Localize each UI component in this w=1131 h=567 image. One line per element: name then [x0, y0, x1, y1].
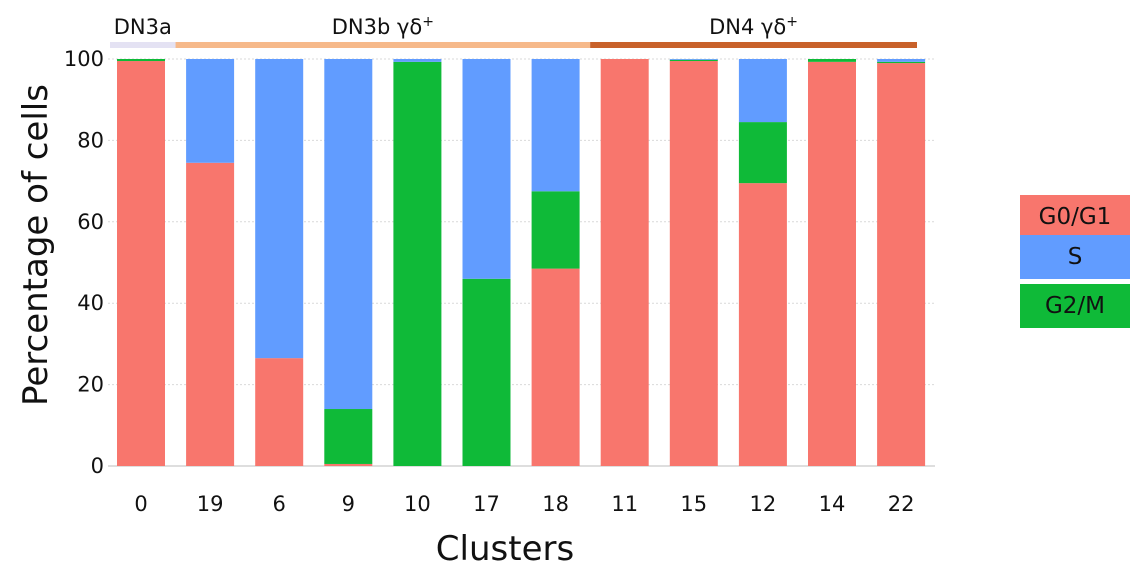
- y-tick-label: 40: [77, 291, 104, 315]
- bar-segment-s: [738, 59, 787, 123]
- x-tick-label: 12: [750, 492, 777, 516]
- y-tick-label: 0: [91, 454, 104, 478]
- y-tick-labels: 0 20 40 60 80 100: [64, 47, 104, 478]
- bar-segment-s: [186, 59, 235, 163]
- x-tick-labels: 0 19 6 9 10 17 18 11 15 12 14 22: [134, 492, 914, 516]
- bar-segment-s: [669, 59, 718, 60]
- group-bracket: [110, 42, 176, 48]
- bar-segment-g2-m: [117, 59, 165, 62]
- bar-segment-s: [255, 59, 304, 359]
- bar-segment-g0-g1: [600, 59, 649, 466]
- y-tick-label: 20: [77, 373, 104, 397]
- bar-segment-g2-m: [877, 61, 926, 64]
- x-axis-title: Clusters: [436, 529, 574, 567]
- bar-segment-s: [393, 59, 442, 62]
- x-tick-label: 6: [273, 492, 286, 516]
- bar-segment-g2-m: [324, 409, 373, 464]
- y-tick-label: 60: [77, 210, 104, 234]
- bars: [117, 59, 926, 466]
- x-tick-label: 22: [888, 492, 915, 516]
- bar-segment-g0-g1: [669, 61, 718, 466]
- x-tick-label: 18: [542, 492, 569, 516]
- bar-segment-g2-m: [808, 59, 856, 62]
- gridlines: [108, 58, 935, 467]
- x-tick-label: 19: [197, 492, 224, 516]
- x-tick-label: 14: [819, 492, 846, 516]
- group-label: DN4 γδ+: [709, 14, 798, 39]
- bar-segment-g0-g1: [255, 358, 304, 466]
- x-tick-label: 17: [473, 492, 500, 516]
- bar-segment-g2-m: [669, 59, 718, 62]
- bar-segment-g0-g1: [808, 61, 856, 466]
- group-bracket: [590, 42, 917, 48]
- bar-segment-s: [324, 59, 373, 410]
- x-tick-label: 15: [680, 492, 707, 516]
- bar-segment-s: [531, 59, 580, 192]
- group-label: DN3b γδ+: [332, 14, 434, 39]
- y-tick-label: 100: [64, 47, 104, 71]
- legend-item-s: S: [1020, 235, 1130, 279]
- y-axis-title: Percentage of cells: [16, 84, 56, 406]
- x-tick-label: 0: [134, 492, 147, 516]
- bar-segment-g0-g1: [117, 61, 165, 466]
- bar-segment-s: [462, 59, 511, 279]
- cluster-groups: DN3a DN3b γδ+ DN4 γδ+: [110, 14, 917, 48]
- x-tick-label: 9: [342, 492, 355, 516]
- bar-segment-g2-m: [393, 61, 442, 466]
- group-bracket: [175, 42, 591, 48]
- legend-item-g2-m: G2/M: [1020, 284, 1130, 328]
- legend-item-g0-g1: G0/G1: [1020, 195, 1130, 239]
- bar-segment-g0-g1: [738, 183, 787, 466]
- x-tick-label: 10: [404, 492, 431, 516]
- group-label: DN3a: [114, 15, 172, 39]
- bar-segment-s: [877, 59, 926, 62]
- x-tick-label: 11: [611, 492, 638, 516]
- bar-segment-g2-m: [738, 122, 787, 184]
- bar-segment-g0-g1: [531, 268, 580, 466]
- y-tick-label: 80: [77, 128, 104, 152]
- bar-segment-g2-m: [531, 191, 580, 269]
- bar-segment-g0-g1: [324, 463, 373, 466]
- bar-segment-g0-g1: [877, 63, 926, 466]
- bar-segment-g0-g1: [186, 162, 235, 466]
- bar-segment-g2-m: [462, 278, 511, 466]
